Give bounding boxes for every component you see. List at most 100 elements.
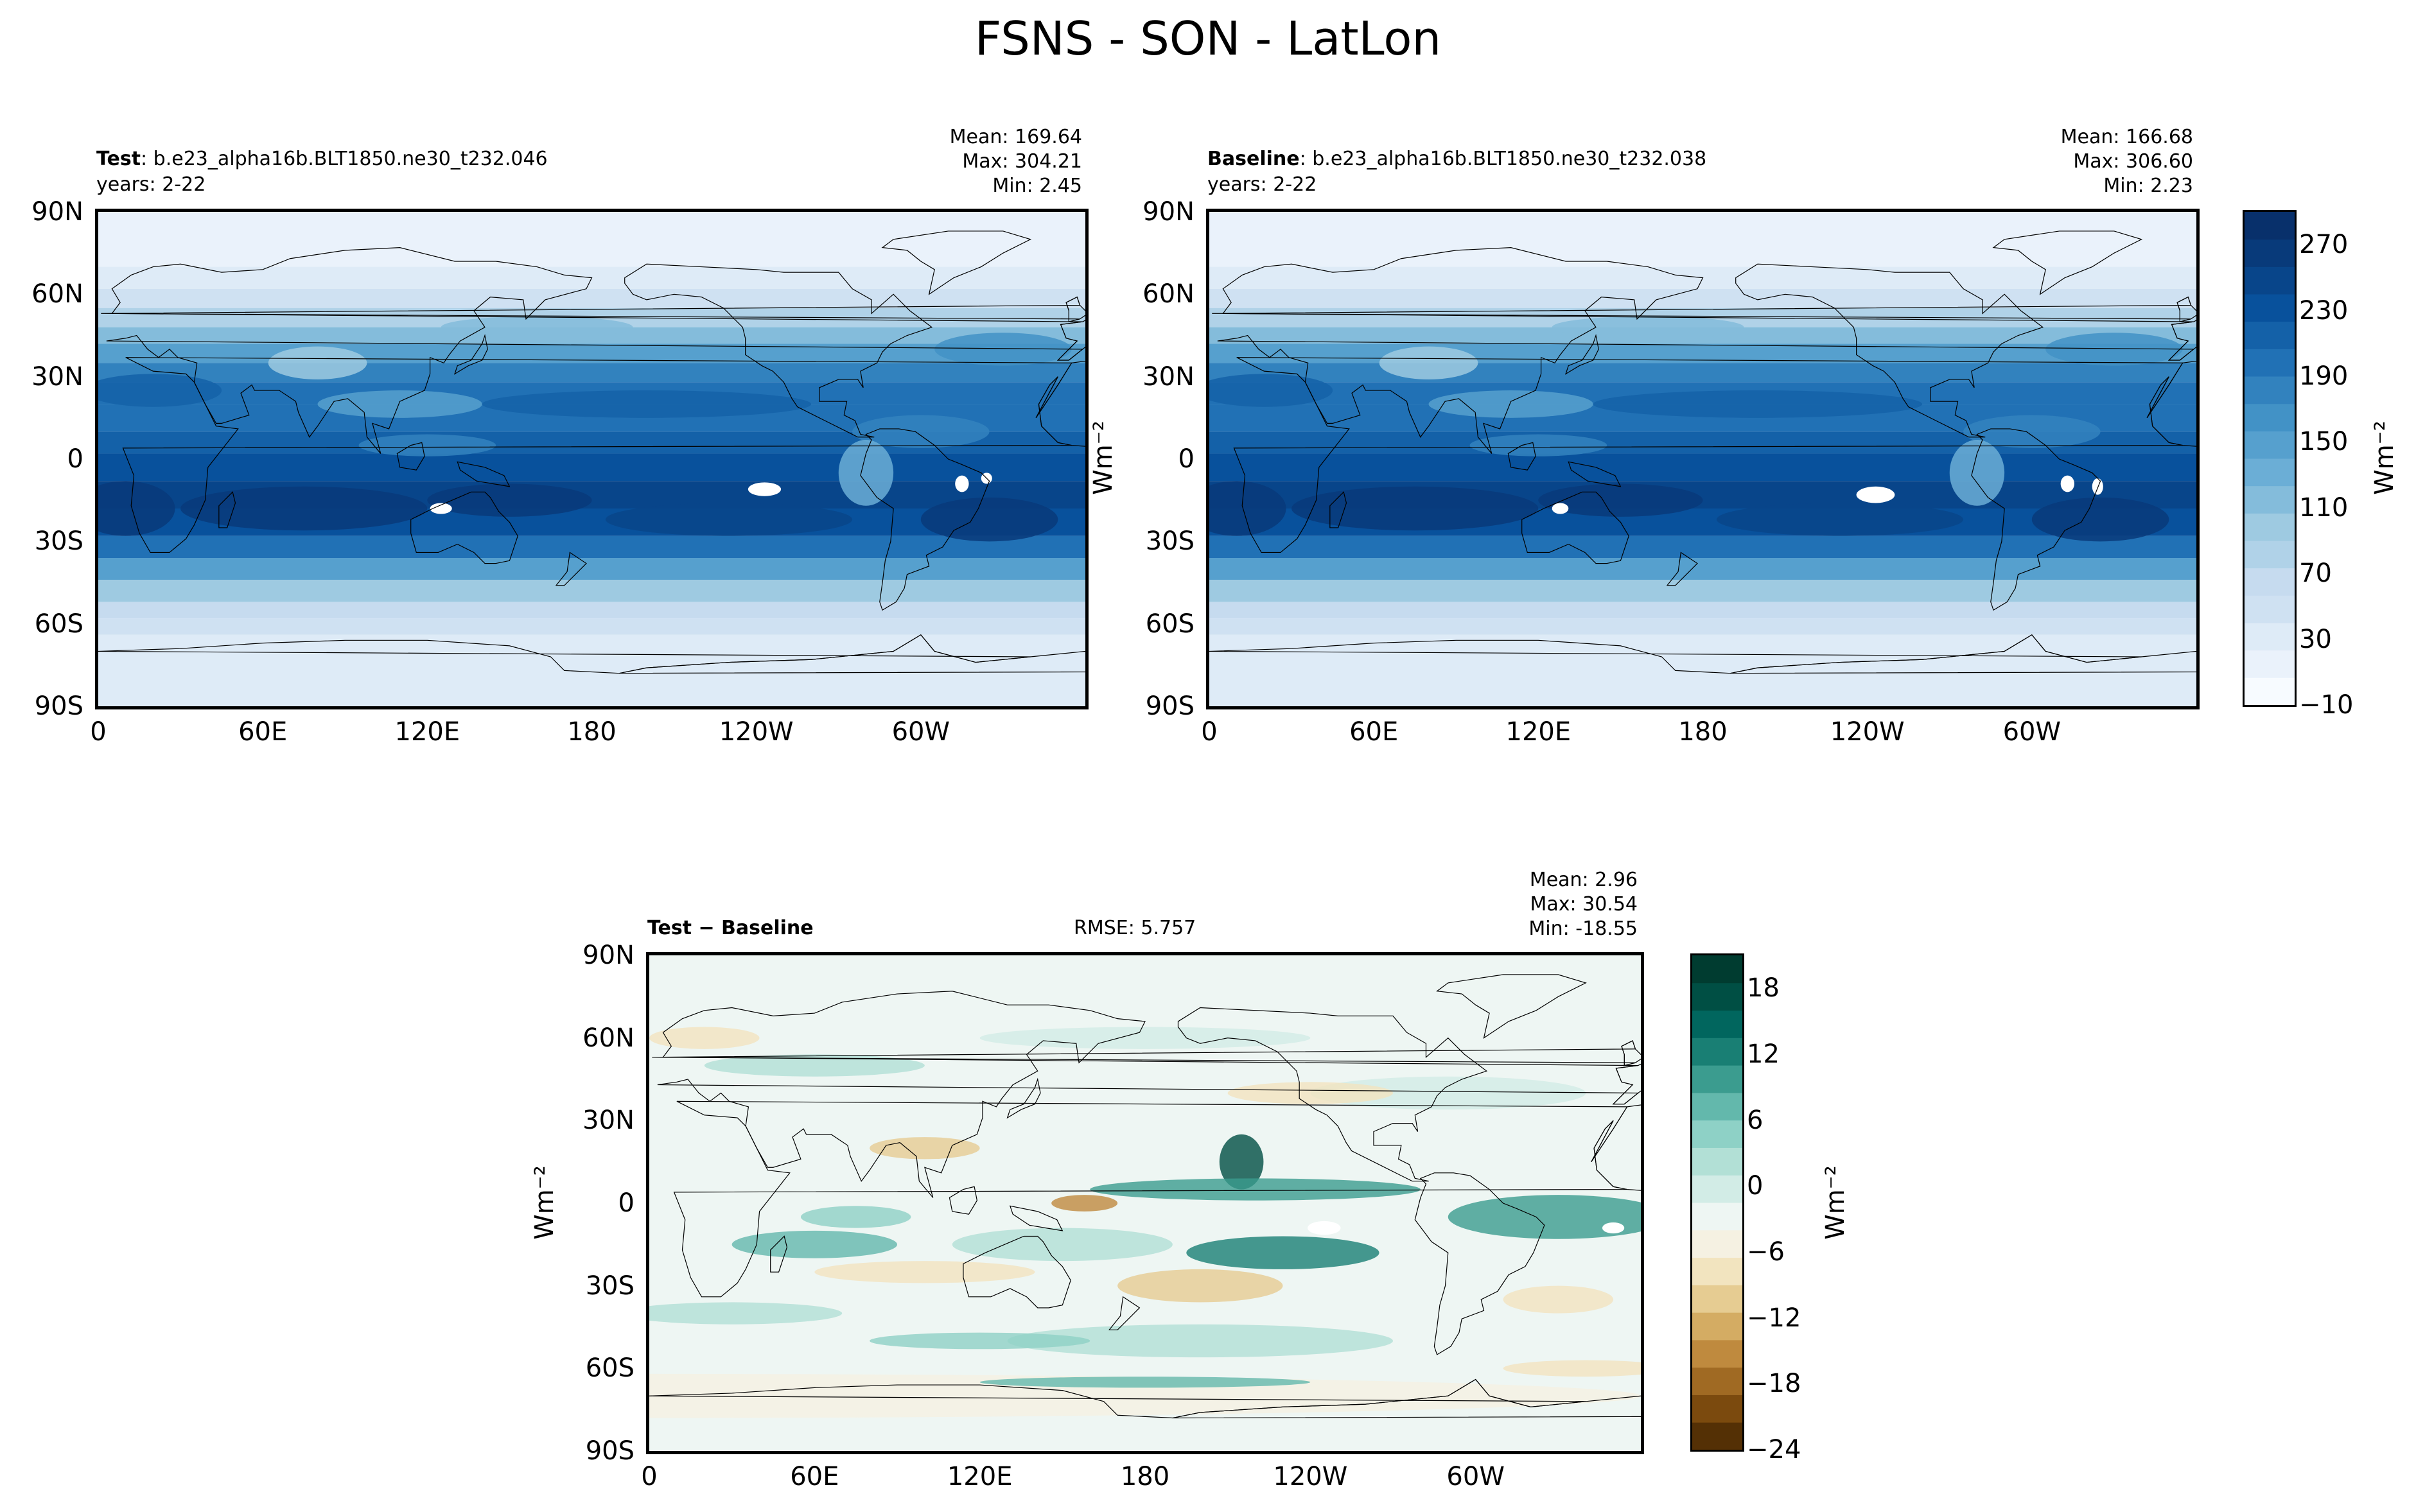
missing-value-patch — [1602, 1222, 1625, 1234]
diff-anomaly — [731, 1230, 897, 1258]
flux-band — [98, 212, 1085, 267]
y-tick-label: 90N — [31, 197, 83, 227]
difference-rmse: RMSE: 5.757 — [1074, 917, 1196, 939]
test-panel-label: Test: b.e23_alpha16b.BLT1850.ne30_t232.0… — [96, 149, 548, 169]
flux-anomaly — [358, 434, 496, 456]
y-tick-label: 0 — [67, 444, 83, 474]
flux-anomaly — [1538, 483, 1703, 517]
test-label-case: : b.e23_alpha16b.BLT1850.ne30_t232.046 — [141, 148, 548, 170]
colorbar-level — [1692, 1285, 1742, 1313]
flux-band — [1209, 618, 2196, 635]
flux-anomaly — [180, 486, 428, 531]
colorbar-level — [2245, 212, 2295, 240]
y-tick-label: 30S — [1145, 526, 1195, 557]
flux-anomaly — [2045, 333, 2183, 366]
colorbar-level — [1692, 955, 1742, 984]
coastline-japan — [1566, 336, 1598, 374]
difference-mean: Mean: 2.96 — [1529, 869, 1638, 891]
diff-anomaly — [1503, 1285, 1614, 1314]
colorbar-level — [2245, 321, 2295, 349]
flux-band — [98, 558, 1085, 580]
coastline-nz — [556, 552, 586, 585]
diff-anomaly — [814, 1261, 1035, 1283]
flux-anomaly — [268, 346, 367, 379]
flux-band — [98, 363, 1085, 383]
coastline-eurasia — [107, 248, 1083, 454]
flux-anomaly — [1428, 390, 1593, 418]
flux-anomaly — [1469, 434, 1607, 456]
diff-anomaly — [979, 1027, 1311, 1049]
coastline-madagascar — [219, 492, 236, 528]
difference-map — [646, 952, 1644, 1454]
coastlines — [98, 231, 1085, 673]
baseline-max: Max: 306.60 — [2073, 150, 2193, 173]
x-tick-label: 60W — [1446, 1462, 1505, 1491]
flux-anomaly — [1963, 415, 2101, 448]
x-tick-label: 180 — [567, 717, 617, 747]
coastline-namerica — [625, 264, 932, 437]
x-tick-label: 180 — [1120, 1462, 1170, 1491]
test-max: Max: 304.21 — [962, 150, 1082, 173]
flux-anomaly — [1209, 481, 1286, 536]
difference-map-field — [649, 955, 1641, 1451]
coastline-australia — [1522, 492, 1629, 563]
diff-anomaly — [649, 1027, 760, 1049]
coastlines — [649, 975, 1641, 1418]
field-layer — [649, 955, 1641, 1451]
flux-anomaly — [1291, 486, 1539, 531]
colorbar-tick-label: 0 — [1747, 1171, 1764, 1201]
colorbar-level — [1692, 1120, 1742, 1148]
diff-anomaly — [1051, 1195, 1118, 1212]
y-tick-label: 90S — [34, 691, 83, 721]
difference-colorbar-frame — [1690, 953, 1744, 1452]
test-map — [95, 209, 1089, 709]
diff-anomaly — [649, 1302, 843, 1325]
x-tick-label: 60E — [238, 717, 288, 747]
colorbar-level — [2245, 239, 2295, 267]
colorbar-level — [2245, 431, 2295, 459]
flux-band — [1209, 535, 2196, 558]
flux-band — [1209, 634, 2196, 657]
colorbar-level — [1692, 1175, 1742, 1203]
colorbar-level — [2245, 349, 2295, 377]
coastline-newguinea — [457, 462, 509, 487]
flux-anomaly — [2031, 497, 2169, 542]
flux-anomaly — [98, 374, 222, 407]
colorbar-level — [1692, 1092, 1742, 1121]
test-map-field — [98, 212, 1085, 706]
coastline-australia — [963, 1236, 1071, 1308]
y-tick-label: 0 — [618, 1188, 635, 1218]
diff-anomaly — [1186, 1236, 1379, 1269]
coastline-samerica — [1972, 429, 2101, 610]
flux-anomaly — [1379, 346, 1478, 379]
y-tick-label: 60S — [34, 609, 83, 639]
colorbar-level — [1692, 1367, 1742, 1395]
coastline-borneo — [1508, 442, 1536, 470]
coastline-namerica — [1736, 264, 2043, 437]
colorbar-level — [2245, 266, 2295, 295]
flux-anomaly — [605, 503, 853, 536]
coastline-nz — [1109, 1297, 1139, 1330]
coastline-japan — [455, 336, 487, 374]
missing-value-patch — [748, 482, 782, 496]
diff-anomaly — [1310, 1076, 1586, 1110]
coastline-nz — [1667, 552, 1697, 585]
colorbar-level — [1692, 1312, 1742, 1341]
missing-value-patch — [1552, 503, 1569, 514]
coastline-antarctica — [1173, 1379, 1641, 1418]
coastline-namerica — [1178, 1007, 1486, 1181]
test-years: years: 2-22 — [96, 173, 206, 196]
colorbar-level — [1692, 1038, 1742, 1066]
difference-colorbar-units: Wm⁻² — [1820, 1165, 1850, 1240]
y-tick-label: 90S — [1145, 691, 1195, 721]
flux-anomaly — [1552, 316, 1744, 338]
y-tick-label: 90N — [582, 941, 635, 970]
x-tick-label: 60W — [891, 717, 950, 747]
colorbar-level — [2245, 650, 2295, 678]
coastline-uk — [1622, 1041, 1641, 1066]
flux-band — [1209, 363, 2196, 383]
flux-band — [1209, 558, 2196, 580]
flux-anomaly — [934, 333, 1072, 366]
coastline-borneo — [397, 442, 425, 470]
